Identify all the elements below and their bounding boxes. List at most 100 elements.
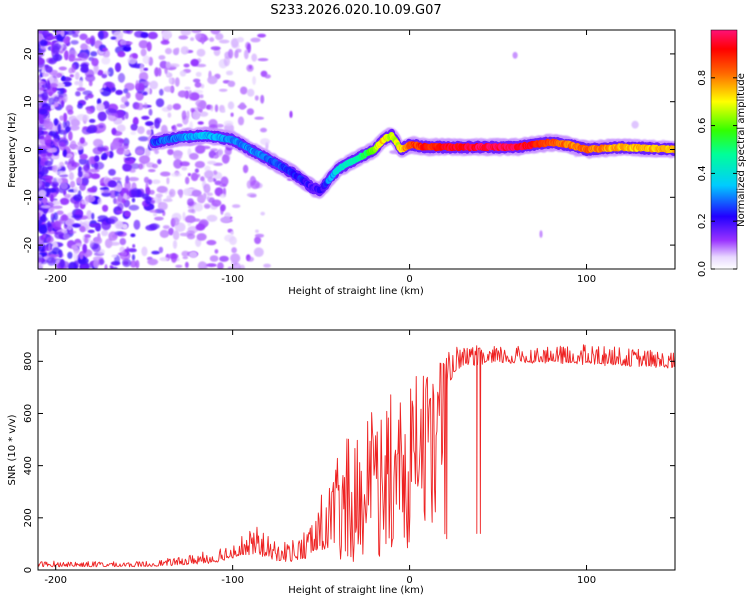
noise-speckle	[207, 75, 218, 85]
noise-speckle	[143, 67, 149, 71]
noise-speckle	[38, 33, 44, 42]
noise-speckle	[187, 173, 191, 177]
noise-speckle	[145, 121, 154, 127]
noise-speckle	[194, 81, 202, 88]
snr-y-tick-label: 200	[23, 508, 34, 527]
noise-speckle	[39, 39, 48, 47]
noise-speckle	[93, 236, 103, 245]
noise-speckle	[43, 123, 51, 128]
noise-speckle	[62, 233, 70, 240]
noise-speckle	[152, 163, 158, 169]
noise-speckle	[137, 126, 145, 135]
noise-speckle	[122, 143, 129, 150]
noise-speckle	[220, 176, 229, 187]
noise-speckle	[192, 111, 201, 120]
noise-speckle	[80, 43, 88, 51]
noise-speckle	[117, 51, 126, 58]
noise-speckle	[46, 152, 54, 157]
noise-speckle	[155, 193, 163, 198]
spectrogram-x-axis: -200 -100 0 100	[44, 30, 596, 285]
noise-speckle	[220, 216, 231, 223]
noise-speckle	[219, 193, 227, 198]
noise-speckle	[38, 108, 48, 115]
noise-speckle	[154, 216, 164, 221]
noise-speckle	[218, 88, 228, 92]
noise-speckle	[57, 90, 64, 95]
noise-speckle	[49, 83, 58, 88]
noise-speckle	[101, 153, 108, 160]
noise-speckle	[46, 118, 50, 122]
noise-speckle	[140, 31, 149, 39]
noise-speckle	[260, 138, 270, 146]
noise-speckle	[79, 137, 86, 144]
noise-speckle	[255, 229, 259, 233]
noise-speckle	[206, 196, 210, 201]
noise-speckle	[108, 109, 118, 113]
noise-speckle	[190, 37, 195, 41]
noise-speckle	[77, 170, 83, 178]
noise-speckle	[135, 259, 140, 269]
colorbar-tick-label: 0.6	[697, 118, 708, 134]
noise-speckle	[69, 172, 74, 181]
noise-speckle	[114, 191, 120, 197]
noise-speckle	[191, 30, 202, 34]
noise-speckle	[82, 126, 88, 130]
noise-speckle	[38, 101, 43, 109]
noise-speckle	[184, 86, 191, 90]
noise-speckle	[42, 175, 54, 179]
noise-speckle	[88, 80, 93, 87]
noise-speckle	[227, 80, 236, 88]
noise-speckle	[158, 55, 166, 60]
noise-speckle	[67, 261, 78, 269]
noise-speckle	[76, 87, 86, 92]
noise-speckle	[151, 250, 160, 255]
noise-speckle	[65, 30, 76, 36]
spectrogram-y-tick-label: -20	[23, 237, 34, 253]
noise-speckle	[228, 48, 234, 59]
noise-speckle	[210, 104, 214, 112]
noise-speckle	[189, 152, 199, 160]
snr-plot-frame	[37, 329, 676, 571]
noise-speckle	[75, 91, 81, 97]
noise-speckle	[52, 220, 62, 231]
noise-speckle	[130, 188, 141, 198]
noise-speckle	[40, 81, 46, 85]
noise-speckle	[71, 214, 83, 219]
noise-speckle	[68, 54, 76, 62]
noise-speckle	[46, 236, 54, 244]
snr-y-axis: 0 200 400 600 800	[23, 352, 675, 573]
noise-speckle	[156, 185, 168, 194]
noise-speckle	[48, 97, 55, 106]
noise-speckle	[264, 74, 271, 79]
noise-speckle	[93, 259, 99, 269]
noise-speckle	[246, 180, 252, 189]
noise-speckle	[225, 70, 234, 76]
noise-speckle	[110, 36, 117, 40]
noise-speckle	[42, 196, 47, 206]
noise-speckle	[60, 30, 65, 38]
noise-speckle	[84, 236, 89, 244]
noise-speckle	[223, 120, 234, 127]
noise-speckle	[248, 65, 252, 70]
noise-speckle	[240, 86, 248, 95]
noise-speckle	[192, 78, 201, 83]
colorbar-tick-label: 0.2	[697, 213, 708, 229]
noise-speckle	[289, 110, 293, 118]
noise-speckle	[115, 62, 121, 73]
noise-speckle	[218, 39, 230, 44]
noise-speckle	[62, 120, 67, 129]
noise-speckle	[153, 196, 162, 204]
noise-speckle	[254, 116, 265, 120]
noise-speckle	[91, 57, 99, 67]
noise-speckle	[139, 63, 145, 74]
colorbar-tick-label: 0.4	[697, 165, 708, 181]
noise-speckle	[235, 48, 242, 53]
noise-speckle	[250, 180, 260, 190]
noise-speckle	[68, 230, 77, 234]
noise-speckle	[115, 199, 120, 205]
noise-speckle	[116, 124, 126, 132]
noise-speckle	[237, 116, 245, 126]
snr-series	[38, 344, 675, 568]
spectrogram-y-tick-label: 0	[23, 146, 34, 152]
noise-speckle	[167, 148, 174, 156]
